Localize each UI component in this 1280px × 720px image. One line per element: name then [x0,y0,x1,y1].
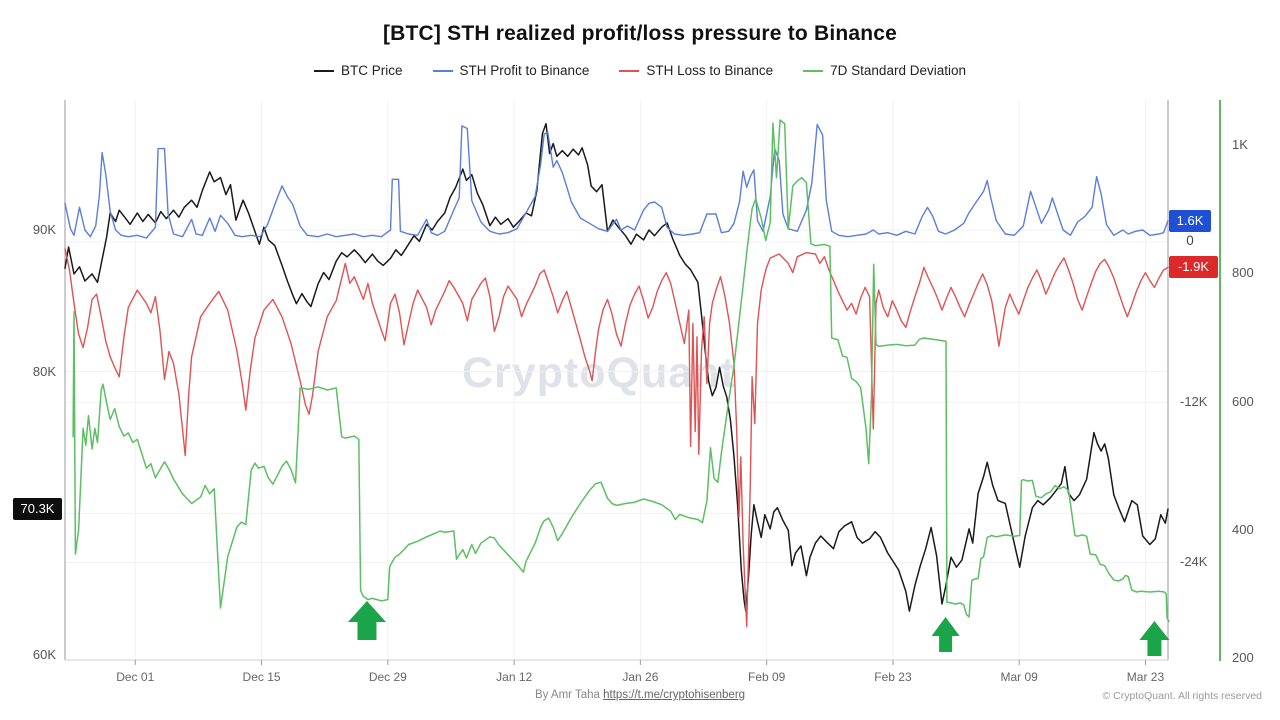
legend-item-btc-price[interactable]: BTC Price [314,63,403,78]
attribution-link[interactable]: https://t.me/cryptohisenberg [603,689,746,701]
std-dev-axis-tick-label: 1K [1232,137,1248,152]
series-line-sth-loss-to-binance [64,248,1169,628]
series-line-sth-profit-to-binance [64,123,1169,239]
price-axis-tick-label: 60K [32,647,56,662]
price-current-badge: 70.3K [13,498,62,520]
legend-swatch-icon [619,69,640,72]
legend-label: BTC Price [341,63,403,78]
green-up-arrow-annotation [1139,621,1170,656]
date-axis-tick-label: Jan 12 [496,670,533,684]
green-up-arrow-annotation [931,617,960,652]
legend-swatch-icon [432,69,453,72]
legend-swatch-icon [803,69,824,72]
price-axis-tick-label: 80K [32,363,56,379]
legend-label: STH Profit to Binance [459,63,590,78]
series-line-7d-standard-deviation [72,119,1170,623]
std-dev-axis-tick-label: 200 [1232,650,1254,665]
pl-axis-tick-label: -24K [1180,554,1208,570]
attribution: By Amr Taha https://t.me/cryptohisenberg [0,689,1280,701]
profit-current-badge: 1.6K [1169,210,1211,232]
series-line-btc-price [64,122,1169,612]
copyright-text: © CryptoQuant. All rights reserved [1102,690,1262,702]
std-dev-axis-tick-label: 600 [1232,393,1254,409]
attribution-text: By Amr Taha [534,689,604,701]
date-axis-tick-label: Dec 01 [116,670,155,684]
green-up-arrow-annotation [347,601,386,640]
date-axis-tick-label: Feb 23 [874,670,912,684]
date-axis-tick-label: Feb 09 [747,670,786,684]
legend-item-sth-profit-to-binance[interactable]: STH Profit to Binance [432,63,590,78]
std-dev-axis-tick-label: 400 [1232,521,1254,537]
pl-axis-tick-label: -12K [1180,394,1208,410]
legend-item-7d-standard-deviation[interactable]: 7D Standard Deviation [803,63,966,78]
loss-current-badge: -1.9K [1169,256,1218,278]
date-axis-tick-label: Mar 09 [1000,670,1038,684]
legend-label: STH Loss to Binance [646,63,774,78]
date-axis-tick-label: Jan 26 [622,670,659,684]
date-axis-tick-label: Dec 15 [242,670,281,684]
legend-label: 7D Standard Deviation [830,63,966,78]
std-dev-axis-tick-label: 800 [1232,265,1254,281]
pl-axis-zero-label: 0 [1186,233,1194,248]
price-axis-tick-label: 90K [32,221,56,237]
date-axis-tick-label: Dec 29 [368,670,407,684]
chart-title: [BTC] STH realized profit/loss pressure … [382,22,898,45]
legend-item-sth-loss-to-binance[interactable]: STH Loss to Binance [619,63,773,78]
date-axis-tick-label: Mar 23 [1126,670,1165,684]
legend-swatch-icon [314,69,334,72]
legend: BTC Price STH Profit to Binance STH Loss t… [0,63,1280,78]
